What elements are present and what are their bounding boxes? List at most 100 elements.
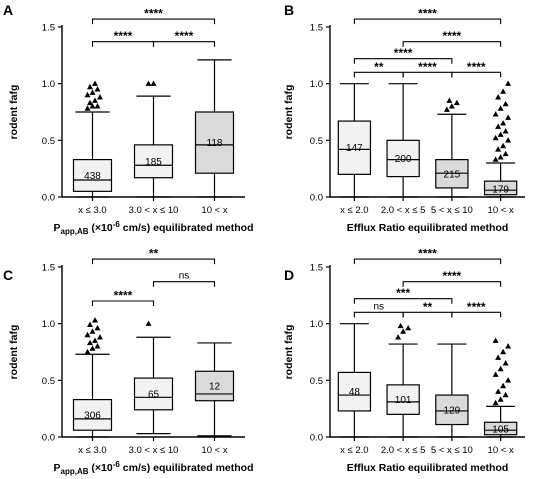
box-iqr [337, 120, 372, 175]
outlier-point [89, 328, 96, 334]
outlier-point [505, 137, 512, 143]
sample-size-label: 185 [145, 157, 162, 168]
box-iqr [386, 139, 420, 178]
sample-size-label: 438 [84, 171, 101, 182]
sample-size-label: 105 [492, 425, 509, 436]
significance-label: **** [144, 7, 163, 21]
outlier-point [145, 80, 152, 86]
y-tick-label: 0.0 [42, 193, 55, 204]
outlier-point [500, 382, 507, 389]
outlier-point [84, 105, 91, 111]
x-axis-title: Papp,AB (×10-6 cm/s) equilibrated method [54, 220, 254, 236]
x-category-label: 10 < x [201, 445, 227, 456]
box-iqr [386, 384, 420, 415]
y-tick-label: 1.5 [310, 23, 323, 34]
outlier-point [92, 97, 98, 103]
significance-label: **** [418, 60, 437, 74]
box-group: 200 [386, 83, 420, 198]
bracket-line [402, 41, 502, 47]
outlier-point [397, 322, 404, 329]
x-category-label: x ≤ 2.0 [340, 445, 368, 456]
box-iqr [194, 111, 235, 174]
outlier-point [400, 328, 407, 334]
significance-label: **** [418, 7, 437, 21]
bracket-line [353, 311, 404, 318]
outlier-point [500, 120, 507, 126]
sample-size-label: 101 [395, 395, 412, 406]
y-tick-label: 0.0 [310, 433, 323, 444]
x-axis-title: Efflux Ratio equilibrated method [347, 222, 509, 234]
significance-bracket: **** [353, 7, 502, 25]
outlier-point [89, 89, 96, 95]
outlier-point [497, 154, 504, 160]
x-category-label: 3.0 < x ≤ 10 [129, 445, 179, 456]
y-axis-title: rodent fafg [8, 325, 20, 380]
box-iqr [133, 144, 174, 179]
panel-d: D 0.0 0.5 1.0 1.5 rodent fafg x ≤ 2.0 2.0 < x ≤… [283, 247, 525, 474]
box-group: 306 [72, 317, 113, 438]
outlier-point [405, 325, 412, 331]
bracket-line [402, 281, 502, 287]
significance-label: **** [443, 29, 462, 43]
significance-label: ns [373, 301, 384, 312]
y-tick-label: 1.0 [42, 79, 55, 90]
outlier-point [502, 150, 509, 157]
outlier-point [492, 371, 499, 377]
y-tick-label: 0.0 [42, 433, 55, 444]
box-iqr [72, 159, 113, 192]
y-tick-label: 1.5 [42, 23, 55, 34]
box-group: 215 [435, 97, 469, 198]
bracket-line [353, 298, 453, 304]
outlier-point [84, 348, 91, 355]
box-group: 179 [483, 80, 518, 198]
outlier-point [492, 111, 499, 117]
box-group: 105 [483, 337, 518, 438]
x-category-label: x ≤ 3.0 [78, 205, 106, 216]
outlier-point [443, 106, 450, 112]
box-group: 185 [133, 80, 174, 198]
outlier-point [94, 103, 101, 109]
outlier-point [87, 339, 93, 346]
y-tick-label: 0.5 [310, 376, 323, 387]
box-group: 101 [386, 322, 420, 438]
outlier-point [497, 105, 504, 111]
sample-size-label: 147 [346, 143, 363, 154]
box-group: 48 [337, 323, 372, 438]
sample-size-label: 65 [148, 389, 160, 400]
bracket-line [91, 258, 216, 265]
bracket-line [451, 311, 502, 318]
box-iqr [483, 180, 518, 196]
y-axis-title: rodent fafg [283, 85, 295, 140]
significance-bracket: **** [91, 289, 155, 306]
significance-bracket: ** [402, 300, 453, 318]
outlier-point [495, 354, 502, 360]
sample-size-label: 12 [209, 382, 221, 393]
outlier-point [500, 88, 507, 94]
y-tick-label: 1.0 [310, 319, 323, 330]
significance-label: ** [423, 300, 433, 314]
bracket-line [91, 18, 216, 25]
significance-label: ** [149, 247, 159, 261]
outlier-point [453, 99, 460, 106]
significance-label: **** [394, 46, 413, 60]
significance-bracket: **** [91, 7, 216, 25]
x-axis-title: Papp,AB (×10-6 cm/s) equilibrated method [54, 460, 254, 476]
significance-label: **** [114, 29, 133, 43]
sample-size-label: 306 [84, 410, 101, 421]
outlier-point [495, 388, 502, 394]
outlier-point [89, 103, 96, 109]
outlier-point [92, 80, 98, 86]
box-group: 65 [133, 320, 174, 435]
outlier-point [87, 83, 93, 90]
outlier-point [502, 128, 509, 134]
box-group: 438 [72, 80, 113, 198]
outlier-point [497, 131, 504, 137]
significance-bracket: ns [353, 301, 404, 318]
outlier-point [150, 80, 157, 86]
x-category-label: 10 < x [488, 445, 514, 456]
outlier-point [492, 337, 499, 343]
box-iqr [72, 399, 113, 431]
bracket-line [152, 41, 216, 47]
outlier-point [92, 317, 98, 323]
